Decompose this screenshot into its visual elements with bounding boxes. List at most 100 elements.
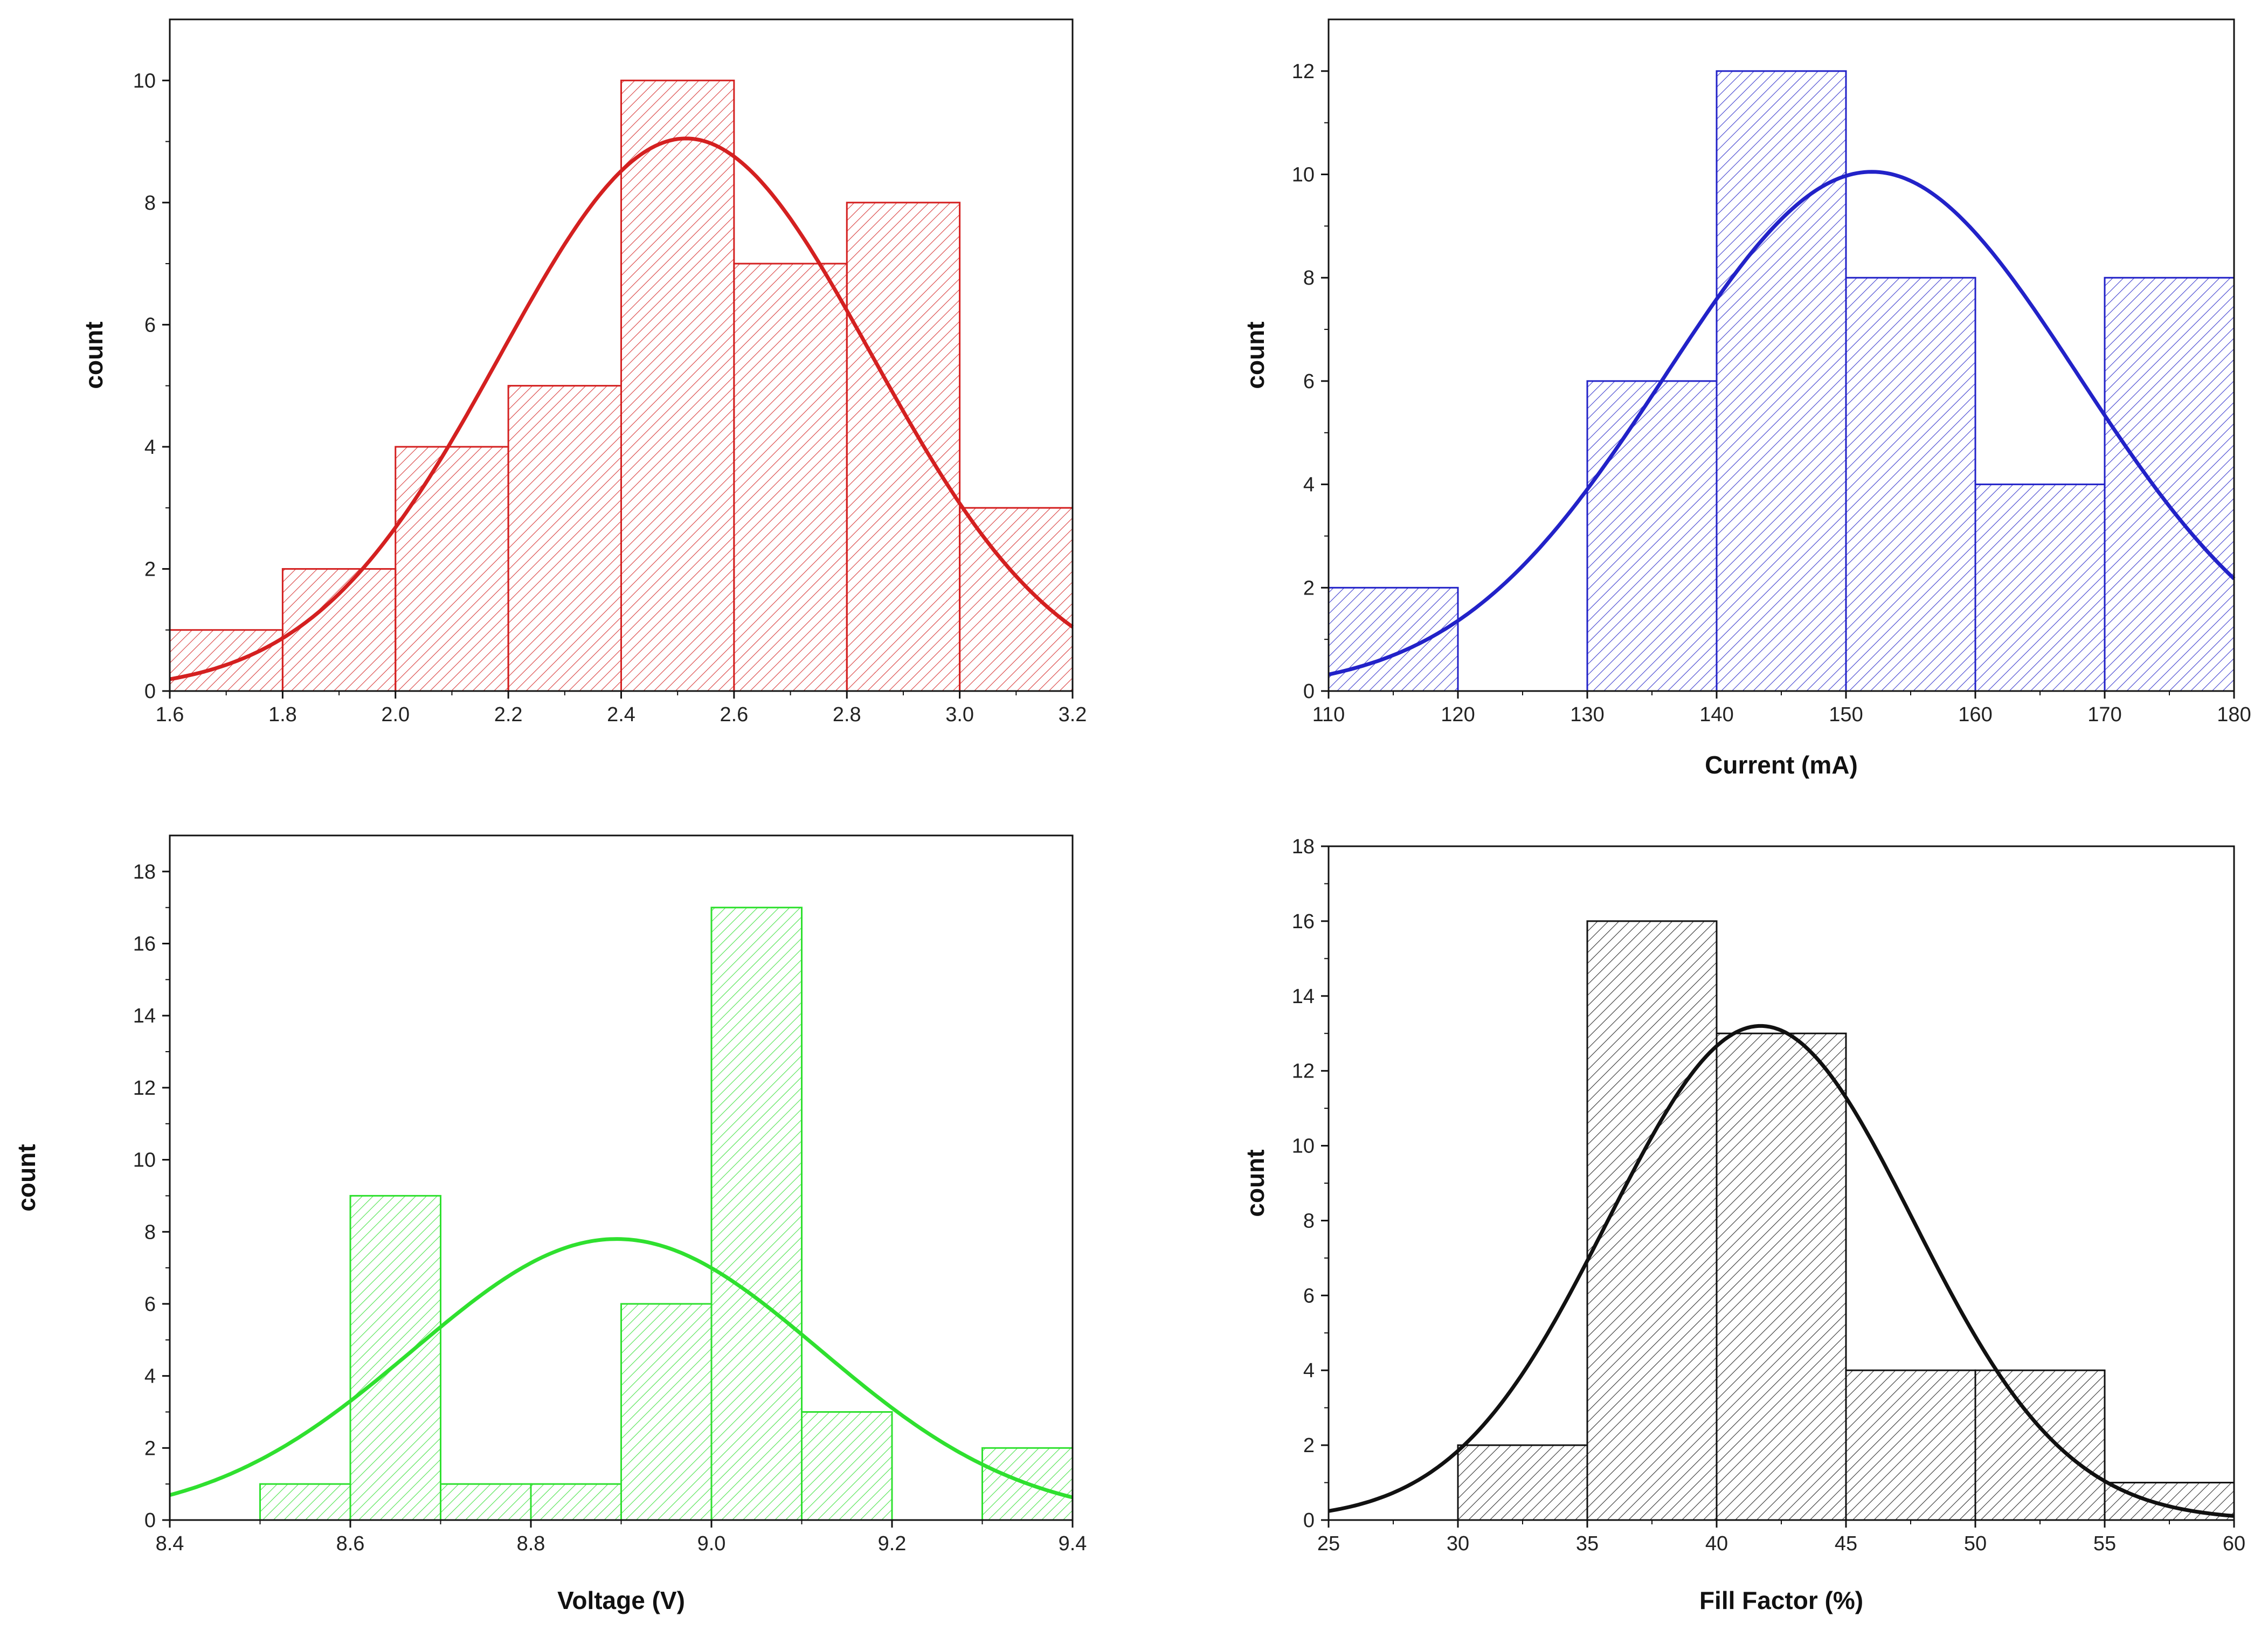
x-tick-label: 2.4 bbox=[607, 703, 635, 726]
x-tick-label: 2.0 bbox=[381, 703, 410, 726]
histogram-bar bbox=[1586, 380, 1718, 692]
x-tick-label: 2.8 bbox=[833, 703, 861, 726]
y-tick-label: 14 bbox=[1292, 985, 1315, 1008]
gaussian-fit-curve bbox=[169, 1237, 1073, 1500]
x-tick-label: 110 bbox=[1312, 703, 1345, 726]
y-tick-label: 6 bbox=[144, 314, 156, 336]
x-tick-label: 130 bbox=[1570, 703, 1604, 726]
histogram-bar bbox=[959, 507, 1074, 692]
y-tick-label: 0 bbox=[1303, 1509, 1315, 1532]
chart-panel-3: 8.4 8.6 8.8 9.0 9.2 9.4 0 2 4 6 8 10 12 14 16 18 count Vo… bbox=[12, 834, 1087, 1614]
histogram-bar bbox=[1845, 277, 1976, 692]
y-tick-label: 18 bbox=[133, 861, 156, 883]
y-tick-label: 2 bbox=[144, 558, 156, 581]
chart-panel-4: 25 30 35 40 45 50 55 60 0 2 4 6 8 10 12 14 16 18 count Fill… bbox=[1241, 835, 2245, 1614]
histogram-bar bbox=[2104, 277, 2235, 692]
x-tick-label: 150 bbox=[1829, 703, 1863, 726]
y-tick-label: 6 bbox=[144, 1293, 156, 1316]
x-tick-label: 1.8 bbox=[268, 703, 297, 726]
y-tick-label: 4 bbox=[1303, 1359, 1315, 1382]
x-axis-title: Voltage (V) bbox=[557, 1586, 685, 1614]
x-tick-label: 30 bbox=[1447, 1532, 1469, 1555]
x-axis-title: Current (mA) bbox=[1705, 751, 1858, 779]
x-tick-label: 50 bbox=[1964, 1532, 1987, 1555]
histogram-bar bbox=[1845, 1369, 1976, 1521]
x-tick-label: 9.0 bbox=[697, 1532, 726, 1555]
y-tick-label: 12 bbox=[133, 1077, 156, 1100]
histogram-bar bbox=[1457, 1444, 1588, 1521]
x-tick-label: 160 bbox=[1958, 703, 1992, 726]
y-tick-label: 18 bbox=[1292, 835, 1315, 858]
histogram-bar bbox=[801, 1411, 893, 1521]
x-tick-label: 25 bbox=[1317, 1532, 1340, 1555]
y-tick-label: 14 bbox=[133, 1005, 156, 1027]
gaussian-fit-curve bbox=[169, 136, 1074, 681]
x-tick-label: 2.2 bbox=[494, 703, 523, 726]
y-axis-title: count bbox=[1241, 321, 1269, 389]
histogram-bar bbox=[259, 1483, 351, 1521]
x-tick-label: 45 bbox=[1835, 1532, 1857, 1555]
y-tick-label: 0 bbox=[144, 1509, 156, 1532]
y-tick-label: 12 bbox=[1292, 60, 1315, 83]
y-tick-label: 4 bbox=[1303, 474, 1315, 496]
x-tick-label: 180 bbox=[2217, 703, 2251, 726]
y-tick-label: 4 bbox=[144, 436, 156, 459]
histogram-bar bbox=[710, 907, 803, 1521]
y-tick-label: 2 bbox=[1303, 577, 1315, 599]
y-tick-label: 10 bbox=[1292, 164, 1315, 187]
histogram-bar bbox=[169, 629, 284, 692]
x-tick-label: 60 bbox=[2223, 1532, 2245, 1555]
histogram-bar bbox=[620, 79, 735, 692]
y-tick-label: 8 bbox=[1303, 267, 1315, 289]
histogram-bar bbox=[440, 1483, 532, 1521]
histogram-bar bbox=[395, 446, 509, 692]
y-tick-label: 2 bbox=[144, 1437, 156, 1460]
histogram-bar bbox=[281, 568, 397, 692]
y-tick-label: 16 bbox=[133, 933, 156, 956]
x-tick-label: 3.2 bbox=[1059, 703, 1087, 726]
y-tick-label: 8 bbox=[144, 1221, 156, 1244]
y-tick-label: 8 bbox=[1303, 1210, 1315, 1232]
x-tick-label: 8.8 bbox=[517, 1532, 545, 1555]
y-tick-label: 8 bbox=[144, 192, 156, 215]
gaussian-fit-curve bbox=[1328, 1024, 2235, 1518]
histogram-bar bbox=[530, 1483, 622, 1521]
histogram-bar bbox=[1974, 1369, 2106, 1521]
x-tick-label: 3.0 bbox=[945, 703, 974, 726]
x-tick-label: 1.6 bbox=[156, 703, 184, 726]
histogram-bar bbox=[846, 202, 961, 692]
x-tick-label: 9.2 bbox=[878, 1532, 907, 1555]
gaussian-fit-curve bbox=[1328, 170, 2236, 676]
x-tick-label: 170 bbox=[2087, 703, 2121, 726]
y-axis-title: count bbox=[12, 1144, 40, 1211]
x-tick-label: 2.6 bbox=[720, 703, 748, 726]
y-tick-label: 0 bbox=[144, 680, 156, 703]
histogram-bar bbox=[507, 385, 622, 692]
x-tick-label: 55 bbox=[2093, 1532, 2116, 1555]
chart-panel-1: 1.6 1.8 2.0 2.2 2.4 2.6 2.8 3.0 3.2 0 2 4 6 8 10 count bbox=[80, 18, 1087, 726]
y-axis-title: count bbox=[1241, 1149, 1269, 1217]
histogram-bar bbox=[733, 263, 848, 692]
x-tick-label: 35 bbox=[1576, 1532, 1599, 1555]
y-tick-label: 0 bbox=[1303, 680, 1315, 703]
y-tick-label: 10 bbox=[133, 1149, 156, 1172]
x-axis-title: Fill Factor (%) bbox=[1699, 1586, 1863, 1614]
histogram-bar bbox=[1716, 1032, 1847, 1521]
histogram-bar bbox=[620, 1303, 713, 1521]
histogram-bar bbox=[1716, 70, 1847, 692]
y-tick-label: 10 bbox=[133, 70, 156, 92]
histogram-bar bbox=[1327, 586, 1459, 692]
y-tick-label: 12 bbox=[1292, 1060, 1315, 1083]
y-tick-label: 2 bbox=[1303, 1434, 1315, 1457]
x-tick-label: 40 bbox=[1705, 1532, 1728, 1555]
y-tick-label: 6 bbox=[1303, 1284, 1315, 1307]
y-tick-label: 10 bbox=[1292, 1135, 1315, 1158]
y-axis-title: count bbox=[80, 321, 108, 389]
histogram-bar bbox=[1974, 484, 2106, 692]
y-tick-label: 6 bbox=[1303, 370, 1315, 393]
x-tick-label: 9.4 bbox=[1059, 1532, 1087, 1555]
y-tick-label: 4 bbox=[144, 1365, 156, 1388]
x-tick-label: 120 bbox=[1441, 703, 1475, 726]
x-tick-label: 8.6 bbox=[336, 1532, 365, 1555]
y-tick-label: 16 bbox=[1292, 910, 1315, 933]
